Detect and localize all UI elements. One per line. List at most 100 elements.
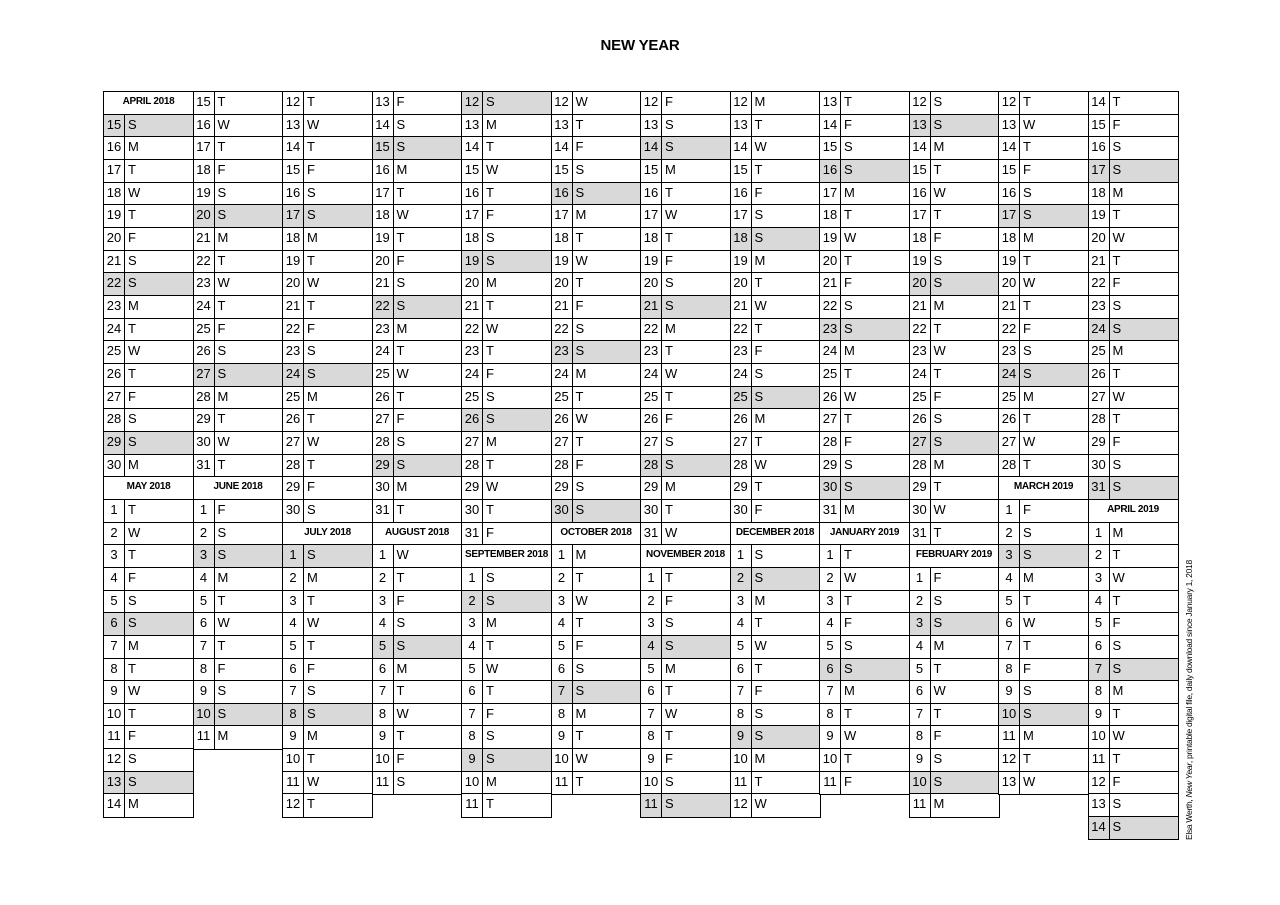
day-cell: 13 W (998, 113, 1089, 138)
day-number: 21 (1089, 250, 1110, 273)
day-number: 5 (104, 590, 125, 613)
day-number: 13 (462, 114, 483, 137)
weekday-letter: T (128, 660, 136, 676)
weekday-letter: T (396, 184, 405, 200)
day-number: 14 (641, 137, 662, 160)
day-number: 12 (731, 794, 752, 817)
day-cell-sunday: 13 S (908, 113, 1000, 138)
day-number: 22 (552, 318, 573, 341)
day-cell: 17 F (461, 204, 552, 229)
day-number: 21 (999, 295, 1020, 319)
day-number: 2 (283, 567, 304, 591)
weekday-letter: T (217, 456, 226, 472)
day-number: 14 (283, 137, 304, 160)
weekday-letter: T (1112, 751, 1121, 767)
credit-work-title: New Year (1184, 763, 1194, 798)
day-number: 25 (194, 318, 215, 341)
weekday-letter: F (396, 411, 405, 427)
weekday-letter: T (933, 207, 942, 223)
day-cell: 11 M (998, 725, 1089, 750)
day-cell-sunday: 18 S (729, 226, 821, 252)
day-number: 9 (462, 749, 483, 772)
weekday-letter: M (933, 796, 945, 812)
weekday-letter: S (575, 184, 585, 200)
weekday-letter: T (1023, 411, 1031, 427)
weekday-letter: W (933, 184, 946, 200)
weekday-letter: S (396, 116, 406, 132)
day-cell-sunday: 25 S (729, 385, 821, 410)
day-cell: 19 W (550, 249, 642, 274)
day-cell: 20 W (282, 272, 373, 297)
day-cell: 13 W (282, 113, 373, 138)
day-cell: 20 S (640, 272, 731, 297)
day-cell-sunday: 15 S (103, 113, 194, 138)
weekday-letter: S (396, 433, 406, 449)
day-number: 1 (999, 499, 1020, 523)
day-number: 22 (731, 318, 752, 341)
weekday-letter: S (665, 796, 674, 812)
day-cell: 11 T (1087, 748, 1179, 773)
weekday-letter: W (665, 705, 678, 721)
weekday-letter: M (217, 229, 229, 245)
day-number: 30 (104, 454, 125, 477)
weekday-letter: S (307, 547, 316, 563)
day-number: 29 (641, 477, 662, 500)
day-number: 4 (104, 567, 125, 591)
day-cell-sunday: 20 S (192, 204, 284, 229)
weekday-letter: M (575, 547, 587, 563)
weekday-letter: M (575, 705, 587, 721)
day-cell: 20 T (550, 272, 642, 297)
day-cell: 17 T (103, 158, 194, 184)
weekday-letter: T (217, 411, 226, 427)
day-cell: 18 M (282, 226, 373, 252)
day-cell: 22 S (550, 317, 642, 342)
weekday-letter: M (128, 637, 139, 653)
day-number: 1 (104, 499, 125, 523)
day-number: 31 (194, 454, 215, 477)
day-number: 1 (910, 567, 931, 591)
weekday-letter: T (1112, 207, 1121, 223)
day-number: 26 (910, 409, 931, 432)
day-cell: 12 W (729, 793, 821, 818)
weekday-letter: S (1112, 297, 1122, 313)
weekday-letter: T (396, 683, 405, 699)
weekday-letter: T (1112, 365, 1121, 381)
weekday-letter: W (844, 229, 857, 245)
day-number: 8 (731, 703, 752, 726)
weekday-letter: T (1112, 592, 1121, 608)
day-number: 5 (462, 658, 483, 681)
weekday-letter: W (575, 411, 588, 427)
day-number: 20 (641, 273, 662, 296)
day-cell: 15 T (192, 91, 284, 116)
day-number: 22 (999, 318, 1020, 341)
day-number: 12 (731, 92, 752, 115)
day-number: 11 (373, 771, 394, 794)
day-cell: 21 F (819, 272, 910, 297)
day-cell: 14 M (908, 136, 1000, 161)
weekday-letter: T (575, 275, 584, 291)
day-number: 28 (373, 431, 394, 455)
day-number: 10 (283, 749, 304, 772)
day-cell: 28 M (192, 385, 284, 410)
day-number: 29 (104, 431, 125, 455)
day-cell: 28 T (461, 453, 552, 478)
day-number: 8 (641, 726, 662, 749)
day-number: 8 (194, 658, 215, 681)
weekday-letter: M (665, 660, 676, 676)
day-cell: 18 F (192, 158, 284, 184)
day-number: 15 (373, 137, 394, 160)
day-number: 9 (373, 726, 394, 749)
day-cell: 12 F (1087, 770, 1179, 795)
weekday-letter: W (128, 524, 141, 540)
day-number: 20 (373, 250, 394, 273)
day-cell: 11 T (550, 770, 642, 795)
